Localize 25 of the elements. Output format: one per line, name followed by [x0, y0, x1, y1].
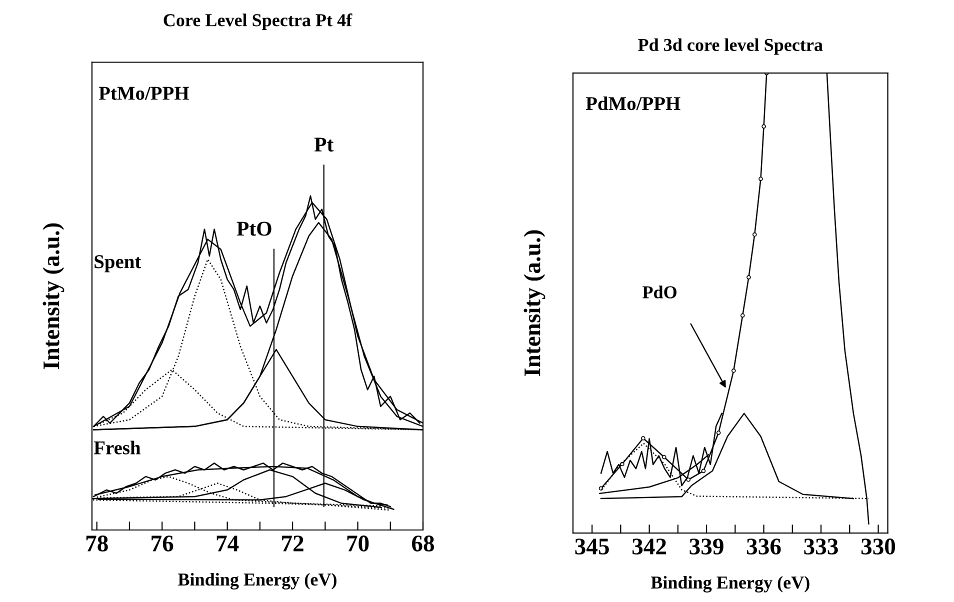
x-tick-label: 342: [632, 538, 666, 554]
x-tick-label: 330: [861, 538, 896, 554]
x-axis-title: Binding Energy (eV): [650, 576, 810, 592]
x-tick-label: 345: [575, 538, 609, 554]
text: PtMo/PPH: [98, 86, 189, 100]
chart-title: Core Level Spectra Pt 4f: [164, 13, 352, 30]
x-tick-label: 68: [412, 536, 434, 552]
x-tick-label: 70: [347, 536, 369, 552]
ref-line-label: PtO: [236, 222, 272, 236]
x-tick-label: 339: [690, 538, 724, 554]
ref-line-label: Pt: [314, 138, 334, 152]
chart-title: Pd 3d core level Spectra: [638, 38, 823, 55]
y-axis-title: Intensity (a.u.): [42, 223, 64, 370]
x-tick-label: 72: [282, 536, 304, 552]
x-axis-title: Binding Energy (eV): [178, 572, 336, 590]
x-tick-label: 74: [216, 536, 239, 552]
annotation: PdMo/PPH: [586, 96, 680, 110]
x-tick-label: 78: [86, 536, 108, 552]
x-tick-label: 76: [152, 536, 174, 552]
annotation: Spent: [94, 255, 142, 272]
x-tick-label: 333: [804, 538, 838, 554]
x-tick-label: 336: [746, 538, 781, 554]
annotation: Fresh: [94, 440, 141, 454]
annotation: PdO: [642, 286, 676, 298]
y-axis-title: Intensity (a.u.): [524, 230, 546, 376]
